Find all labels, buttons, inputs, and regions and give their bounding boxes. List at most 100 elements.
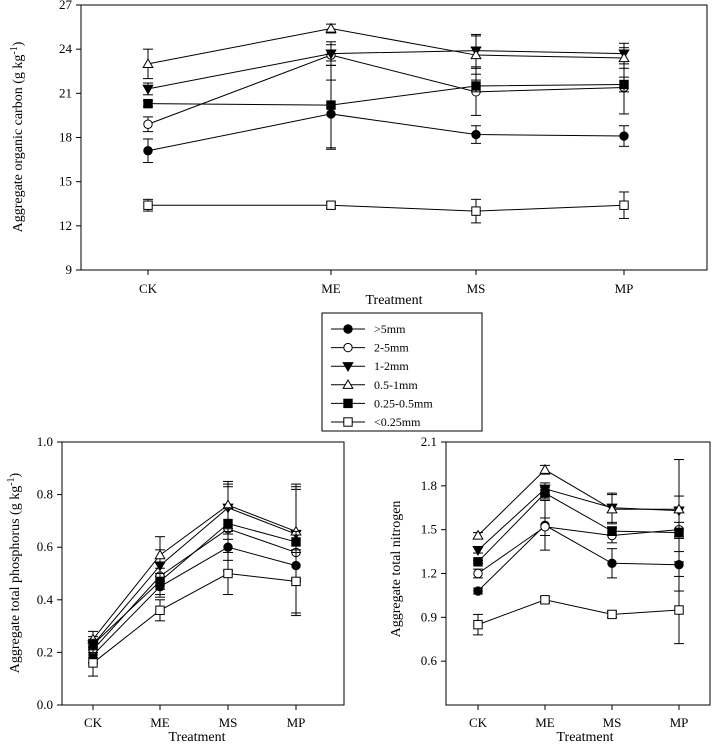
legend: >5mm 2-5mm 1-2mm 0.5-1mm 0.25-0.5mm <0.25mm bbox=[321, 312, 483, 432]
chart-total-nitrogen: 0.6 0.9 1.2 1.5 1.8 2.1 CK ME MS MP Treatment Agg… bbox=[389, 434, 711, 744]
y-axis-title: Aggregate total nitrogen bbox=[389, 501, 404, 638]
y-tick-label: 0.2 bbox=[37, 644, 53, 659]
series-line bbox=[147, 28, 625, 65]
y-tick-label: 2.1 bbox=[421, 434, 437, 449]
data-point bbox=[473, 557, 483, 567]
data-point bbox=[673, 503, 685, 514]
series-line bbox=[147, 54, 625, 125]
data-point bbox=[326, 100, 336, 110]
series-0p5-1mm bbox=[142, 22, 630, 80]
series-line bbox=[477, 526, 680, 574]
data-point bbox=[223, 518, 233, 529]
data-point bbox=[540, 488, 550, 498]
data-point bbox=[143, 200, 153, 210]
series-line bbox=[147, 113, 625, 152]
series-line bbox=[477, 469, 679, 536]
y-tick-label: 9 bbox=[66, 262, 73, 277]
y-tick-label: 0.9 bbox=[421, 609, 437, 624]
x-tick-label: MP bbox=[615, 281, 634, 296]
data-point bbox=[607, 609, 617, 620]
legend-item-0p5-1mm: 0.5-1mm bbox=[331, 378, 418, 392]
legend-label: 1-2mm bbox=[374, 359, 409, 373]
series-gt-5mm bbox=[473, 499, 684, 596]
y-axis-title-close: ) bbox=[8, 472, 23, 477]
y-tick-label: 0.0 bbox=[37, 697, 53, 712]
legend-marker bbox=[343, 342, 353, 353]
x-tick-label: MP bbox=[670, 715, 689, 730]
series-line bbox=[92, 522, 297, 645]
data-point bbox=[473, 619, 483, 630]
data-point bbox=[607, 526, 617, 536]
data-point bbox=[619, 79, 629, 90]
y-axis-title-superscript: -1 bbox=[9, 46, 20, 54]
data-point bbox=[539, 463, 551, 474]
series-line bbox=[148, 204, 625, 212]
legend-label: >5mm bbox=[374, 322, 406, 336]
x-tick-label: ME bbox=[321, 281, 341, 296]
series-gt-5mm bbox=[88, 533, 301, 664]
data-point bbox=[471, 81, 481, 91]
data-point bbox=[143, 119, 153, 129]
data-point bbox=[142, 84, 154, 95]
series-line bbox=[147, 84, 625, 106]
legend-marker bbox=[343, 398, 353, 409]
series-line bbox=[92, 572, 297, 664]
series-line bbox=[92, 504, 297, 640]
data-point bbox=[470, 49, 482, 60]
data-point bbox=[143, 98, 153, 109]
y-tick-label: 0.6 bbox=[37, 539, 54, 554]
y-axis-title: Aggregate total phosphorus (g kg-1) bbox=[6, 472, 23, 673]
plot-frame bbox=[445, 441, 711, 706]
y-tick-label: 24 bbox=[59, 41, 73, 56]
data-point bbox=[155, 605, 165, 616]
data-point bbox=[619, 200, 629, 210]
y-tick-label: 1.2 bbox=[421, 566, 437, 581]
data-point bbox=[155, 576, 165, 587]
data-point bbox=[674, 527, 684, 538]
x-tick-label: MS bbox=[603, 715, 622, 730]
y-tick-label: 0.8 bbox=[37, 487, 53, 502]
legend-item-2-5mm: 2-5mm bbox=[331, 341, 409, 355]
y-tick-label: 12 bbox=[59, 218, 72, 233]
series-line bbox=[92, 528, 297, 651]
data-point bbox=[607, 558, 617, 568]
data-point bbox=[472, 529, 484, 540]
series-lt-0p25mm bbox=[143, 191, 629, 224]
series-2-5mm bbox=[473, 507, 684, 579]
x-tick-label: CK bbox=[84, 715, 103, 730]
legend-item-0p25-0p5mm: 0.25-0.5mm bbox=[331, 396, 433, 410]
y-tick-label: 0.6 bbox=[421, 653, 438, 668]
y-tick-label: 21 bbox=[59, 85, 72, 100]
legend-marker bbox=[342, 378, 354, 389]
series-0p25-0p5mm bbox=[143, 60, 629, 150]
plot-frame bbox=[80, 4, 708, 271]
data-point bbox=[223, 568, 233, 579]
data-point bbox=[674, 605, 684, 615]
legend-label: 0.25-0.5mm bbox=[374, 396, 433, 410]
data-point bbox=[540, 522, 550, 532]
series-lt-0p25mm bbox=[473, 575, 684, 645]
data-point bbox=[154, 549, 166, 560]
series-line bbox=[92, 507, 297, 645]
data-point bbox=[618, 52, 630, 63]
x-tick-label: ME bbox=[535, 715, 555, 730]
data-point bbox=[143, 146, 153, 156]
y-tick-label: 18 bbox=[59, 130, 72, 145]
chart-organic-carbon: 9 12 15 18 21 24 27 CK ME MS MP Treatment Aggregat… bbox=[9, 0, 708, 308]
chart-total-phosphorus: 0.0 0.2 0.4 0.6 0.8 1.0 CK ME MS MP Treatment Agg… bbox=[6, 434, 345, 744]
y-axis-title-superscript: -1 bbox=[6, 477, 17, 485]
series-line bbox=[92, 546, 297, 656]
y-tick-label: 15 bbox=[59, 174, 72, 189]
series-2-5mm bbox=[143, 44, 629, 133]
x-tick-label: MS bbox=[467, 281, 486, 296]
series-0p25-0p5mm bbox=[473, 486, 684, 567]
y-tick-label: 27 bbox=[59, 0, 73, 12]
x-tick-label: CK bbox=[469, 715, 488, 730]
data-point bbox=[471, 129, 481, 140]
data-point bbox=[142, 58, 154, 69]
series-0p5-1mm bbox=[87, 480, 302, 648]
series-line bbox=[477, 492, 680, 563]
legend-item-lt-0p25mm: <0.25mm bbox=[331, 415, 421, 429]
legend-label: <0.25mm bbox=[374, 415, 421, 429]
